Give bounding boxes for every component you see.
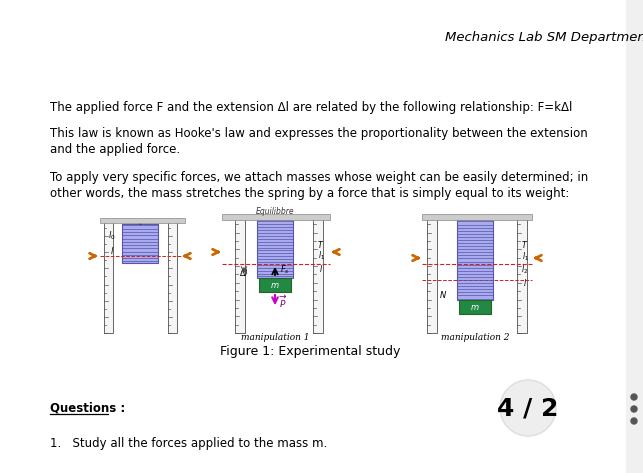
Bar: [257, 220, 293, 278]
Circle shape: [631, 394, 637, 400]
Circle shape: [631, 418, 637, 424]
Text: $\overrightarrow{P}$: $\overrightarrow{P}$: [279, 294, 288, 310]
Text: Questions :: Questions :: [50, 402, 125, 414]
Text: This law is known as Hooke's law and expresses the proportionality between the e: This law is known as Hooke's law and exp…: [50, 128, 588, 140]
Bar: [626, 0, 643, 473]
Text: 4 / 2: 4 / 2: [497, 396, 559, 420]
Bar: [313, 216, 323, 333]
Text: manipulation 2: manipulation 2: [440, 333, 509, 342]
Text: $l$: $l$: [319, 263, 323, 274]
Text: Mechanics Lab SM Department: Mechanics Lab SM Department: [445, 32, 643, 44]
Text: other words, the mass stretches the spring by a force that is simply equal to it: other words, the mass stretches the spri…: [50, 187, 569, 201]
Text: $l_1$: $l_1$: [521, 251, 529, 263]
Bar: [427, 216, 437, 333]
Text: Figure 1: Experimental study: Figure 1: Experimental study: [220, 345, 400, 359]
Bar: [259, 278, 291, 292]
Text: The applied force F and the extension Δl are related by the following relationsh: The applied force F and the extension Δl…: [50, 102, 572, 114]
Bar: [104, 220, 113, 333]
Text: $l$: $l$: [110, 245, 114, 255]
Text: $T$: $T$: [521, 238, 529, 249]
Text: $T$: $T$: [318, 238, 325, 249]
Text: manipulation 1: manipulation 1: [240, 333, 309, 342]
Bar: [517, 216, 527, 333]
Text: $l_0$: $l_0$: [108, 230, 116, 242]
Text: m: m: [271, 280, 279, 289]
Text: $F_s$: $F_s$: [280, 264, 290, 276]
Text: m: m: [471, 303, 479, 312]
Text: $l$: $l$: [523, 278, 527, 289]
Text: Equilibbre: Equilibbre: [256, 208, 294, 217]
Bar: [100, 218, 185, 223]
Bar: [122, 224, 158, 263]
Circle shape: [631, 406, 637, 412]
Text: To apply very specific forces, we attach masses whose weight can be easily deter: To apply very specific forces, we attach…: [50, 172, 588, 184]
Text: $N$: $N$: [439, 289, 447, 300]
Bar: [457, 220, 493, 300]
Text: 1.   Study all the forces applied to the mass m.: 1. Study all the forces applied to the m…: [50, 437, 327, 449]
Bar: [459, 300, 491, 314]
Text: $\Delta l$: $\Delta l$: [239, 266, 249, 278]
Circle shape: [500, 380, 556, 436]
Text: and the applied force.: and the applied force.: [50, 143, 180, 157]
Bar: [222, 214, 330, 220]
Text: $l_1$: $l_1$: [318, 250, 325, 262]
Text: $l_2$: $l_2$: [521, 264, 529, 276]
Bar: [167, 220, 176, 333]
Bar: [422, 214, 532, 220]
Bar: [235, 216, 245, 333]
